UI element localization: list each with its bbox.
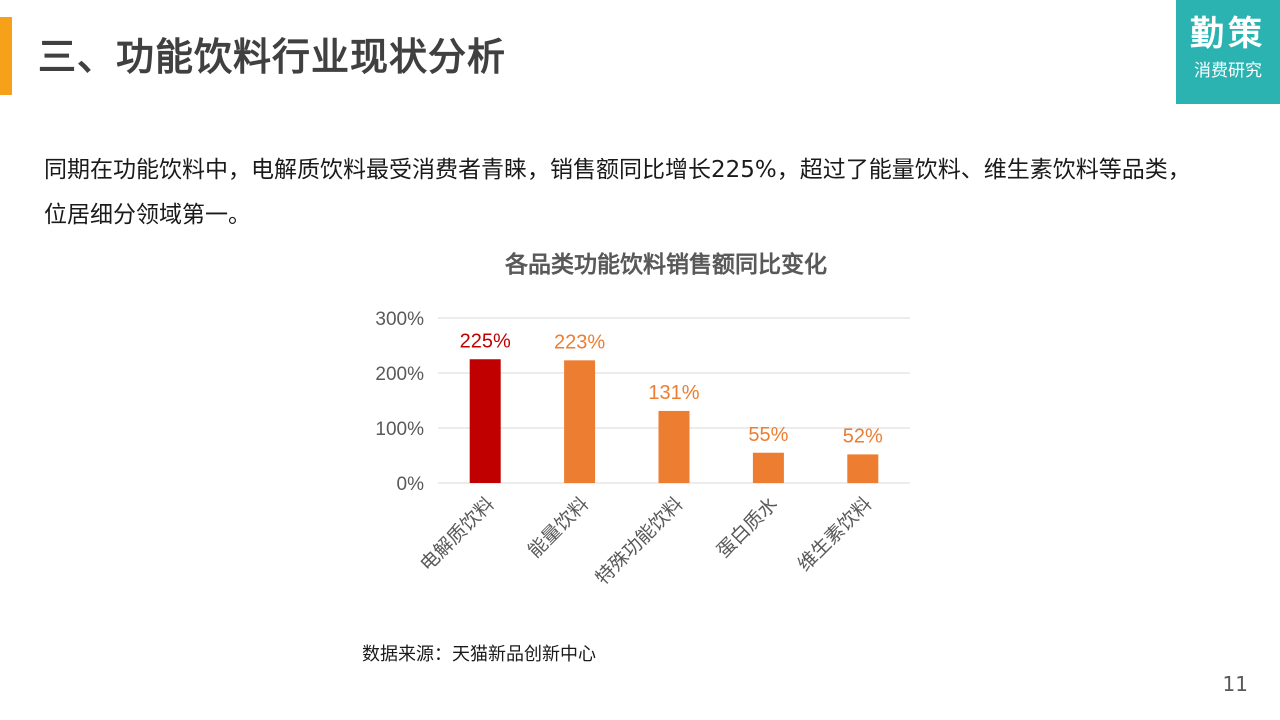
x-category-label: 特殊功能饮料 (591, 493, 687, 589)
data-label: 223% (554, 331, 605, 353)
logo-sub-text: 消费研究 (1194, 61, 1262, 81)
logo-main-text: 勤策 (1190, 14, 1266, 54)
y-tick-label: 100% (375, 419, 424, 440)
bar (658, 410, 690, 483)
x-category-label: 维生素饮料 (794, 493, 877, 576)
title-accent-bar (0, 17, 12, 95)
data-label: 55% (748, 424, 788, 446)
data-label: 225% (460, 330, 511, 352)
y-tick-label: 300% (375, 309, 424, 330)
bar (847, 454, 879, 483)
bar (752, 452, 784, 483)
page-number: 11 (1222, 672, 1248, 696)
x-category-label: 电解质饮料 (416, 493, 499, 576)
y-tick-label: 200% (375, 364, 424, 385)
x-category-label: 能量饮料 (524, 493, 593, 562)
y-tick-label: 0% (397, 474, 425, 495)
data-label: 131% (648, 382, 699, 404)
body-paragraph: 同期在功能饮料中，电解质饮料最受消费者青睐，销售额同比增长225%，超过了能量饮… (44, 157, 1191, 228)
brand-logo: 勤策 消费研究 (1176, 0, 1280, 104)
bar (469, 359, 501, 483)
data-source: 数据来源：天猫新品创新中心 (362, 644, 596, 665)
bar-chart: 各品类功能饮料销售额同比变化 0% 100% 200% 300% 225% 电解质饮料 223… (375, 251, 910, 589)
page-title: 三、功能饮料行业现状分析 (38, 35, 507, 79)
x-category-label: 蛋白质水 (713, 493, 782, 562)
data-label: 52% (843, 425, 883, 447)
chart-title: 各品类功能饮料销售额同比变化 (504, 251, 827, 278)
bar (564, 360, 596, 483)
